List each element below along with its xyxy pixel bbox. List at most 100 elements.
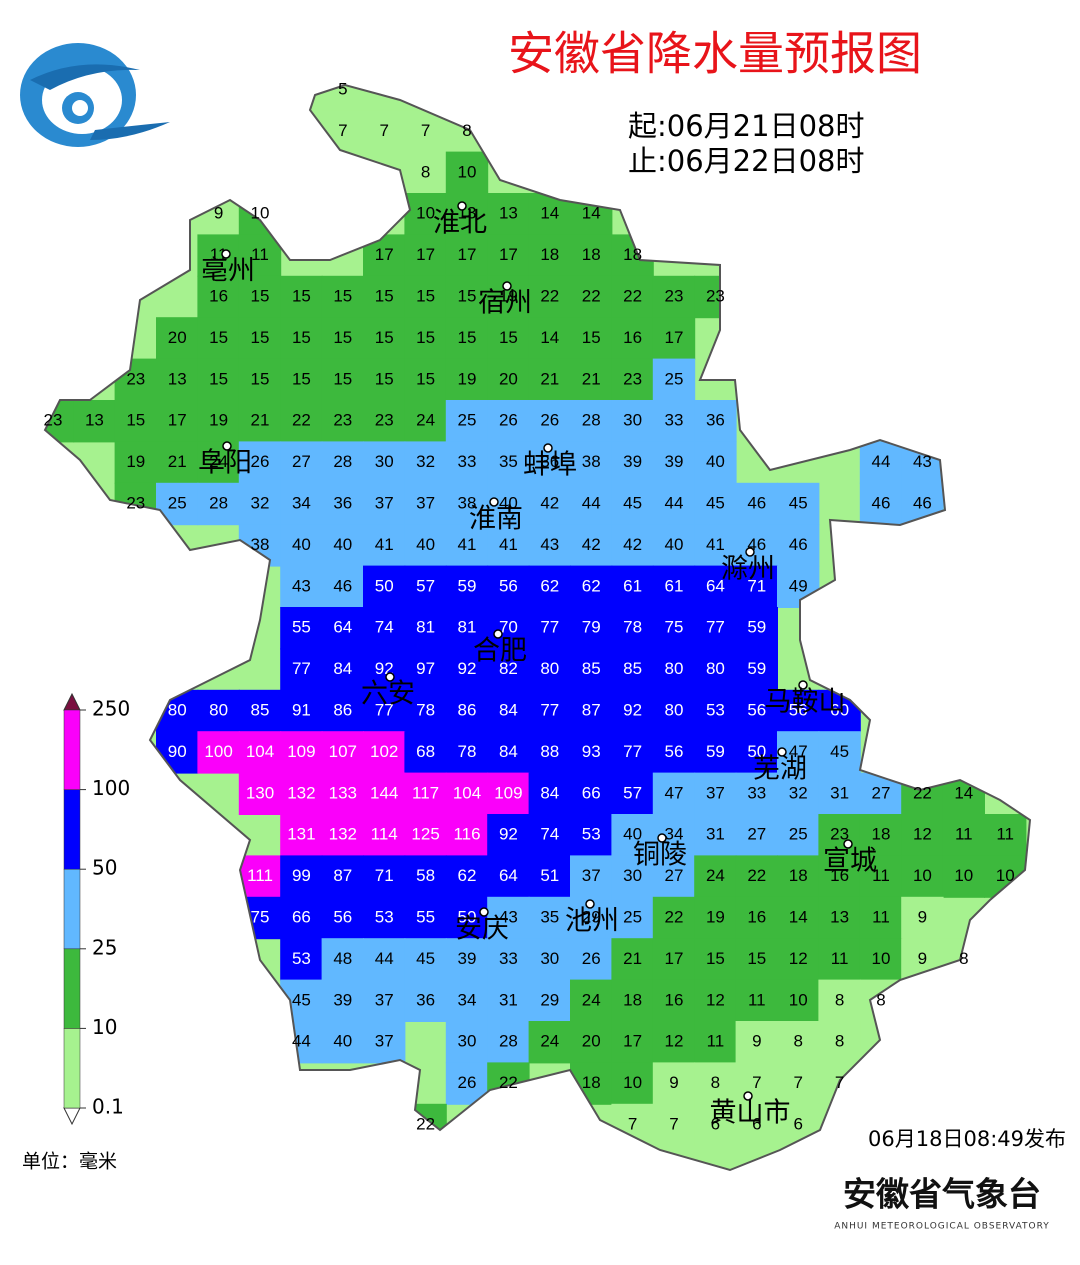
grid-value: 10 bbox=[458, 162, 477, 181]
legend-swatch bbox=[63, 709, 81, 790]
grid-value: 43 bbox=[913, 452, 932, 471]
grid-value: 61 bbox=[623, 576, 642, 595]
rain-cell bbox=[445, 938, 489, 981]
grid-value: 71 bbox=[375, 866, 394, 885]
grid-value: 15 bbox=[209, 328, 228, 347]
grid-value: 42 bbox=[540, 493, 559, 512]
grid-value: 36 bbox=[706, 411, 725, 430]
grid-value: 132 bbox=[287, 783, 315, 802]
grid-value: 82 bbox=[499, 659, 518, 678]
rain-cell bbox=[156, 441, 199, 484]
rain-cell bbox=[570, 1021, 613, 1064]
rain-cell bbox=[735, 1103, 778, 1147]
rain-cell bbox=[528, 275, 571, 319]
grid-value: 102 bbox=[370, 742, 398, 761]
rain-cells bbox=[45, 85, 1027, 1147]
rain-cell bbox=[404, 358, 447, 401]
rain-cell bbox=[570, 689, 613, 733]
grid-value: 11 bbox=[872, 866, 890, 885]
grid-value: 15 bbox=[292, 328, 311, 347]
city-dot bbox=[489, 497, 499, 507]
grid-value: 85 bbox=[582, 659, 601, 678]
grid-value: 10 bbox=[913, 866, 932, 885]
grid-value: 44 bbox=[665, 493, 684, 512]
rain-cell bbox=[114, 400, 157, 443]
grid-value: 45 bbox=[830, 742, 849, 761]
grid-value: 26 bbox=[582, 949, 601, 968]
grid-value: 84 bbox=[499, 700, 518, 719]
rain-cell bbox=[611, 482, 654, 526]
grid-value: 49 bbox=[789, 576, 808, 595]
grid-value: 45 bbox=[623, 493, 642, 512]
grid-value: 23 bbox=[706, 286, 725, 305]
grid-value: 84 bbox=[540, 783, 559, 802]
grid-value: 42 bbox=[623, 535, 642, 554]
grid-value: 15 bbox=[333, 328, 352, 347]
grid-value: 26 bbox=[458, 1073, 477, 1092]
grid-value: 19 bbox=[499, 286, 518, 305]
rain-cell bbox=[363, 731, 406, 774]
rain-cell bbox=[280, 482, 323, 526]
city-label: 宣城 bbox=[823, 846, 877, 877]
grid-value: 11 bbox=[996, 825, 1014, 844]
grid-value: 30 bbox=[540, 949, 559, 968]
rain-cell bbox=[445, 234, 489, 277]
rain-cell bbox=[611, 772, 654, 815]
rain-cell bbox=[404, 482, 447, 526]
rain-cell bbox=[363, 110, 406, 153]
grid-value: 28 bbox=[582, 411, 601, 430]
grid-value: 17 bbox=[623, 1032, 642, 1051]
grid-value: 84 bbox=[333, 659, 352, 678]
rain-cell bbox=[321, 772, 364, 815]
rain-cell bbox=[363, 1021, 406, 1064]
rain-cell bbox=[611, 896, 654, 940]
grid-value: 35 bbox=[499, 452, 518, 471]
rain-cell bbox=[238, 358, 282, 401]
grid-value: 17 bbox=[375, 245, 394, 264]
rain-cell bbox=[280, 855, 323, 898]
grid-value: 22 bbox=[665, 907, 684, 926]
rain-cell bbox=[363, 400, 406, 443]
city-dot bbox=[479, 907, 489, 917]
rain-cell bbox=[487, 896, 530, 940]
grid-value: 32 bbox=[789, 783, 808, 802]
grid-value: 11 bbox=[707, 1032, 725, 1051]
legend-label: 250 bbox=[92, 697, 130, 721]
rain-cell bbox=[363, 275, 406, 319]
legend-swatch bbox=[63, 1028, 81, 1109]
grid-value: 80 bbox=[168, 700, 187, 719]
grid-value: 22 bbox=[499, 1073, 518, 1092]
rain-cell bbox=[404, 896, 447, 940]
legend-swatch bbox=[63, 948, 81, 1029]
city-dot bbox=[657, 833, 667, 843]
grid-value: 13 bbox=[499, 204, 518, 223]
rain-cell bbox=[528, 317, 571, 360]
grid-value: 28 bbox=[499, 1032, 518, 1051]
grid-value: 100 bbox=[204, 742, 232, 761]
rain-cell bbox=[280, 938, 323, 981]
rain-cell bbox=[321, 814, 364, 857]
end-time: 止:06月22日08时 bbox=[628, 144, 864, 178]
rain-cell bbox=[404, 648, 447, 691]
grid-value: 86 bbox=[333, 700, 352, 719]
rain-cell bbox=[280, 689, 323, 733]
rain-cell bbox=[445, 731, 489, 774]
grid-value: 39 bbox=[623, 452, 642, 471]
grid-value: 24 bbox=[582, 990, 601, 1009]
grid-value: 85 bbox=[623, 659, 642, 678]
grid-value: 6 bbox=[793, 1114, 802, 1133]
grid-value: 8 bbox=[711, 1073, 720, 1092]
city-dot bbox=[221, 249, 231, 259]
rain-cell bbox=[694, 896, 737, 940]
grid-value: 24 bbox=[416, 411, 435, 430]
grid-value: 27 bbox=[292, 452, 311, 471]
rain-cell bbox=[528, 772, 571, 815]
rain-cell bbox=[238, 317, 282, 360]
grid-value: 78 bbox=[458, 742, 477, 761]
grid-value: 44 bbox=[375, 949, 394, 968]
rain-cell bbox=[528, 979, 571, 1022]
grid-value: 71 bbox=[747, 576, 766, 595]
rain-cell bbox=[528, 648, 571, 691]
city-dot bbox=[743, 1091, 753, 1101]
